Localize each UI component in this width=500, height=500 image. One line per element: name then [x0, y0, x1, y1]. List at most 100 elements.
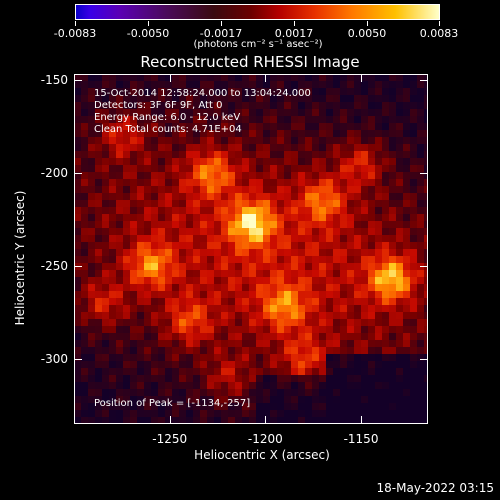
heatmap-cell	[424, 151, 428, 159]
heatmap-cell	[284, 221, 292, 229]
heatmap-cell	[368, 396, 376, 404]
heatmap-cell	[235, 312, 243, 320]
heatmap-cell	[130, 410, 138, 418]
heatmap-cell	[347, 284, 355, 292]
heatmap-cell	[228, 347, 236, 355]
heatmap-cell	[333, 270, 341, 278]
heatmap-cell	[249, 396, 257, 404]
heatmap-cell	[340, 361, 348, 369]
heatmap-cell	[326, 207, 334, 215]
heatmap-cell	[109, 340, 117, 348]
heatmap-cell	[326, 284, 334, 292]
heatmap-cell	[242, 326, 250, 334]
heatmap-cell	[270, 123, 278, 131]
heatmap-cell	[354, 88, 362, 96]
heatmap-cell	[165, 319, 173, 327]
heatmap-cell	[396, 347, 404, 355]
heatmap-cell	[81, 109, 89, 117]
heatmap-cell	[375, 249, 383, 257]
heatmap-cell	[116, 249, 124, 257]
heatmap-cell	[88, 88, 96, 96]
heatmap-cell	[298, 354, 306, 362]
heatmap-cell	[242, 116, 250, 124]
heatmap-cell	[179, 95, 187, 103]
heatmap-cell	[151, 193, 159, 201]
heatmap-cell	[403, 284, 411, 292]
heatmap-cell	[172, 207, 180, 215]
heatmap-cell	[382, 130, 390, 138]
heatmap-cell	[291, 382, 299, 390]
heatmap-cell	[305, 389, 313, 397]
heatmap-cell	[263, 382, 271, 390]
heatmap-cell	[151, 396, 159, 404]
heatmap-cell	[144, 396, 152, 404]
heatmap-cell	[130, 340, 138, 348]
heatmap-cell	[228, 81, 236, 89]
heatmap-cell	[417, 158, 425, 166]
heatmap-cell	[277, 277, 285, 285]
heatmap-cell	[277, 403, 285, 411]
heatmap-cell	[382, 137, 390, 145]
heatmap-cell	[165, 396, 173, 404]
heatmap-cell	[130, 347, 138, 355]
heatmap-cell	[410, 242, 418, 250]
y-axis-tick	[420, 358, 428, 360]
heatmap-cell	[95, 137, 103, 145]
heatmap-cell	[207, 207, 215, 215]
heatmap-cell	[123, 263, 131, 271]
heatmap-cell	[417, 312, 425, 320]
heatmap-cell	[354, 396, 362, 404]
heatmap-cell	[291, 396, 299, 404]
heatmap-cell	[256, 298, 264, 306]
heatmap-cell	[347, 368, 355, 376]
heatmap-cell	[305, 319, 313, 327]
heatmap-cell	[123, 396, 131, 404]
heatmap-cell	[207, 179, 215, 187]
heatmap-cell	[165, 179, 173, 187]
heatmap-cell	[347, 235, 355, 243]
heatmap-cell	[319, 158, 327, 166]
heatmap-cell	[312, 256, 320, 264]
heatmap-cell	[158, 228, 166, 236]
heatmap-cell	[228, 137, 236, 145]
heatmap-cell	[298, 291, 306, 299]
heatmap-cell	[382, 172, 390, 180]
heatmap-cell	[291, 417, 299, 424]
heatmap-cell	[249, 375, 257, 383]
heatmap-cell	[403, 291, 411, 299]
heatmap-cell	[326, 298, 334, 306]
heatmap-cell	[326, 130, 334, 138]
heatmap-cell	[95, 193, 103, 201]
heatmap-cell	[326, 256, 334, 264]
heatmap-cell	[116, 88, 124, 96]
heatmap-cell	[417, 102, 425, 110]
heatmap-cell	[179, 263, 187, 271]
heatmap-cell	[214, 235, 222, 243]
heatmap-cell	[109, 333, 117, 341]
heatmap-cell	[235, 130, 243, 138]
heatmap-cell	[151, 165, 159, 173]
heatmap-cell	[186, 151, 194, 159]
heatmap-cell	[81, 249, 89, 257]
heatmap-cell	[312, 165, 320, 173]
heatmap-cell	[242, 130, 250, 138]
heatmap-cell	[172, 186, 180, 194]
heatmap-cell	[193, 396, 201, 404]
heatmap-cell	[340, 340, 348, 348]
heatmap-cell	[312, 326, 320, 334]
heatmap-cell	[130, 284, 138, 292]
heatmap-cell	[333, 235, 341, 243]
heatmap-cell	[375, 179, 383, 187]
heatmap-cell	[242, 270, 250, 278]
heatmap-cell	[333, 298, 341, 306]
heatmap-cell	[305, 95, 313, 103]
heatmap-cell	[151, 179, 159, 187]
heatmap-cell	[137, 242, 145, 250]
heatmap-cell	[368, 116, 376, 124]
heatmap-cell	[172, 144, 180, 152]
heatmap-cell	[221, 389, 229, 397]
heatmap-cell	[144, 319, 152, 327]
heatmap-cell	[200, 389, 208, 397]
heatmap-cell	[151, 151, 159, 159]
heatmap-cell	[242, 249, 250, 257]
